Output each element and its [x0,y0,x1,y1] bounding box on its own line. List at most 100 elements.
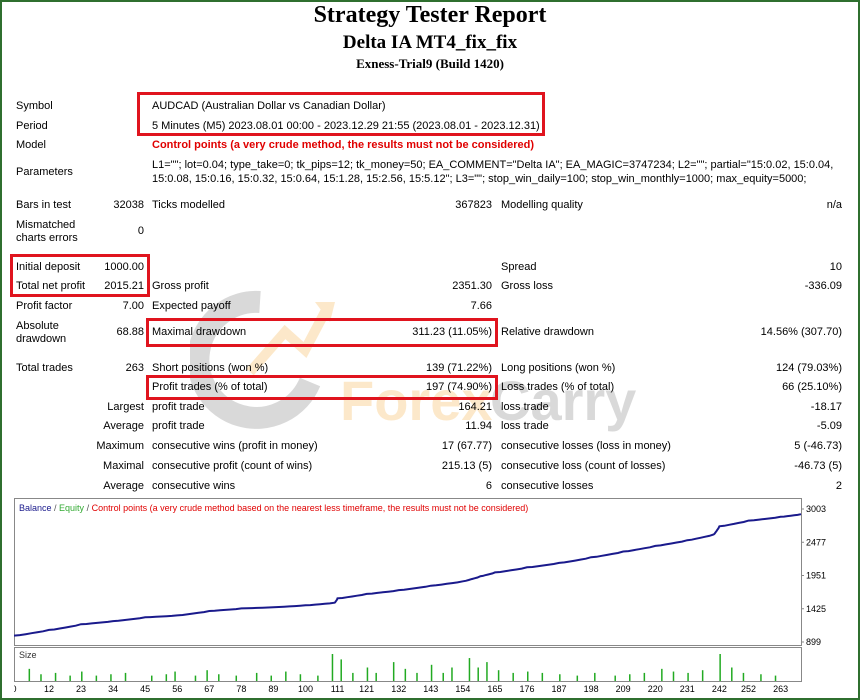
absolute-drawdown-label-1: Absolute [16,320,59,332]
x-tick-label: 176 [519,684,534,694]
largest-label: Largest [107,401,144,413]
quality-value: n/a [826,199,842,211]
size-bar [594,672,596,681]
deposit-label: Initial deposit [16,261,81,273]
size-bar [614,675,616,681]
size-bar [629,674,631,681]
y-tick-label: 2477 [806,537,826,547]
consecutive-losses-value: 2 [835,480,842,492]
size-bar [451,667,453,681]
size-label: Size [19,650,37,660]
maximal-drawdown-label: Maximal drawdown [152,326,247,338]
size-bar [110,674,112,681]
largest-profit-trade-label: profit trade [152,401,205,413]
average-profit-trade-label: profit trade [152,420,205,432]
consecutive-loss-count-label: consecutive loss (count of losses) [501,460,666,472]
short-positions-value: 139 (71.22%) [425,362,492,374]
profit-trades-label: Profit trades (% of total) [152,381,268,393]
x-tick-label: 187 [552,684,567,694]
gross-loss-value: -336.09 [804,280,842,292]
model-value: Control points (a very crude method, the… [152,139,534,151]
size-bar [317,675,319,681]
spread-label: Spread [501,261,537,273]
size-bar [404,668,407,681]
deposit-value: 1000.00 [104,261,144,273]
legend-note: Control points (a very crude method base… [92,503,529,513]
quality-label: Modelling quality [501,199,583,211]
average-label: Average [103,420,144,432]
period-label: Period [16,120,48,132]
gross-loss-label: Gross loss [501,280,553,292]
size-bar [742,672,745,681]
size-bar [95,675,98,681]
size-bar [285,671,287,681]
size-bar [255,672,258,681]
size-bar [235,675,238,681]
size-bar [541,672,544,681]
loss-trades-label: Loss trades (% of total) [501,381,615,393]
x-tick-label: 67 [204,684,214,694]
profit-trades-highlight [146,375,498,400]
size-bar [576,675,579,681]
size-bar [54,672,57,681]
x-tick-label: 78 [236,684,246,694]
largest-loss-value: -18.17 [810,401,842,413]
size-bar [150,675,153,681]
absolute-drawdown-value: 68.88 [116,326,144,338]
relative-drawdown-label: Relative drawdown [501,326,594,338]
size-bar [687,672,689,681]
ticks-label: Ticks modelled [152,199,225,211]
consecutive-profit-count-label: consecutive profit (count of wins) [152,460,313,472]
maximal-drawdown-value: 311.23 (11.05%) [412,326,492,338]
consecutive-losses-money-label: consecutive losses (loss in money) [501,440,671,452]
largest-loss-trade-label: loss trade [501,401,549,413]
bars-value: 32038 [113,199,144,211]
expected-payoff-label: Expected payoff [152,300,231,312]
size-bar [468,658,471,681]
size-bar [416,672,418,681]
consecutive-wins-value: 6 [485,480,492,492]
mismatch-label-1: Mismatched [16,219,76,231]
size-bar [194,675,197,681]
deposit-netprofit-highlight [10,254,150,297]
consecutive-wins-money-value: 17 (67.77) [441,440,492,452]
average-loss-trade-label: loss trade [501,420,549,432]
profit-factor-label: Profit factor [16,300,73,312]
period-value: 5 Minutes (M5) 2023.08.01 00:00 - 2023.1… [152,120,540,132]
long-positions-value: 124 (79.03%) [775,362,842,374]
size-bar [719,654,721,681]
mismatch-label-2: charts errors [16,232,78,244]
total-trades-value: 263 [125,362,144,374]
x-tick-label: 220 [648,684,663,694]
size-bar [270,675,273,681]
x-tick-label: 111 [331,684,345,694]
mismatch-value: 0 [137,225,144,237]
x-tick-label: 231 [680,684,695,694]
size-bar [331,654,334,681]
x-tick-label: 242 [712,684,727,694]
y-tick-label: 3003 [806,504,826,514]
size-bar [643,672,646,681]
report-title: Strategy Tester Report [313,2,547,28]
consecutive-wins-money-label: consecutive wins (profit in money) [152,440,318,452]
net-profit-value: 2015.21 [104,280,144,292]
ticks-value: 367823 [455,199,492,211]
size-bar [375,672,377,681]
consecutive-losses-label: consecutive losses [501,480,594,492]
size-bar [206,670,208,681]
size-plot-area [14,647,802,682]
expert-name: Delta IA MT4_fix_fix [342,32,518,53]
maximum-label: Maximum [96,440,144,452]
x-tick-label: 0 [14,684,17,694]
consecutive-losses-money-value: 5 (-46.73) [794,440,842,452]
x-tick-label: 132 [391,684,406,694]
x-tick-label: 154 [455,684,470,694]
symbol-period-highlight [137,92,545,136]
legend-equity: Equity [59,503,85,513]
size-bar [366,667,369,681]
size-bar [442,672,444,681]
size-bar [559,674,561,681]
x-tick-label: 198 [584,684,599,694]
x-tick-label: 165 [487,684,502,694]
